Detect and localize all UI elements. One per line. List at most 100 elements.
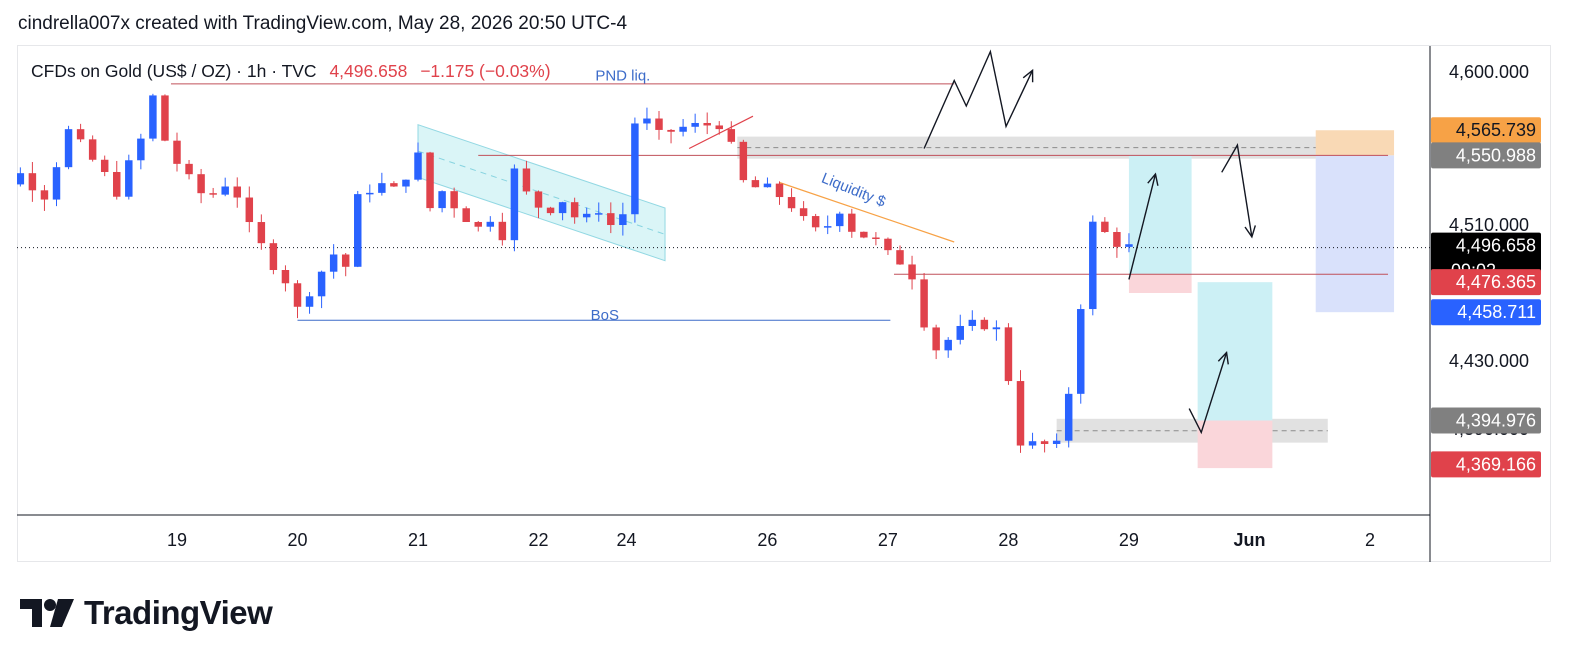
- chart-frame: [17, 45, 1551, 562]
- candle-body: [836, 213, 844, 227]
- price-change: −1.175 (−0.03%): [420, 61, 551, 81]
- price-label-bg-5: [1431, 407, 1541, 434]
- candle-body: [281, 270, 290, 284]
- y-tick-1: 4,510.000: [1449, 215, 1529, 235]
- candle-body: [679, 126, 687, 132]
- price-label-4: 4,458.711: [1457, 302, 1536, 322]
- tradingview-logo[interactable]: TradingView: [20, 594, 273, 632]
- x-tick-1: 19: [167, 530, 187, 550]
- x-tick-2: 20: [287, 530, 307, 550]
- last-price: 4,496.658: [329, 61, 408, 81]
- position-box-2: [1197, 282, 1273, 421]
- candle-body: [582, 213, 591, 218]
- price-label-bg-6: [1431, 451, 1541, 478]
- candle-body: [956, 325, 964, 340]
- candle-body: [245, 197, 254, 223]
- candle-body: [1052, 440, 1061, 444]
- liquidity-trendline: [779, 181, 955, 243]
- candle-body: [1089, 221, 1097, 310]
- candle-body: [317, 271, 326, 297]
- x-tick-5: 24: [616, 530, 636, 550]
- position-box-5: [1315, 130, 1395, 156]
- candle-body: [76, 129, 85, 140]
- candle-body: [848, 213, 856, 232]
- candle-body: [1028, 441, 1037, 446]
- price-label-3: 4,476.365: [1456, 272, 1536, 292]
- candle-body: [860, 231, 868, 238]
- candle-body: [763, 183, 772, 188]
- candle-body: [293, 283, 302, 307]
- x-tick-7: 27: [878, 530, 898, 550]
- candle-body: [221, 186, 229, 195]
- candle-body: [932, 327, 940, 351]
- candle-body: [185, 163, 193, 175]
- x-tick-6: 26: [757, 530, 777, 550]
- candle-body: [1004, 327, 1013, 382]
- candle-body: [233, 186, 241, 198]
- y-tick-2: 4,430.000: [1449, 351, 1529, 371]
- y-tick-0: 4,600.000: [1449, 62, 1529, 82]
- candle-body: [113, 171, 121, 197]
- candle-body: [209, 193, 217, 195]
- candle-body: [17, 173, 25, 185]
- projection-arrow-sell: [1221, 143, 1253, 238]
- tradingview-logo-icon: [20, 599, 74, 627]
- candle-body: [305, 296, 314, 307]
- candle-body: [667, 129, 675, 132]
- price-label-bg-0: [1431, 117, 1541, 144]
- candle-body: [691, 122, 699, 127]
- symbol-legend: CFDs on Gold (US$ / OZ) · 1h · TVC 4,496…: [31, 61, 551, 82]
- candle-body: [980, 319, 989, 330]
- candle-body: [137, 138, 145, 161]
- candle-body: [715, 125, 723, 130]
- candles-layer: [5, 93, 1133, 453]
- candle-body: [173, 140, 181, 164]
- candle-body: [257, 222, 266, 244]
- candle-body: [52, 167, 61, 200]
- candle-body: [510, 168, 519, 241]
- x-tick-9: 29: [1119, 530, 1139, 550]
- small-trendline: [688, 115, 754, 150]
- projection-arrow-bottom: [1188, 352, 1228, 435]
- price-label-6: 4,369.166: [1456, 454, 1536, 474]
- candle-body: [655, 118, 663, 130]
- candle-body: [992, 327, 1001, 330]
- candle-body: [607, 213, 615, 226]
- position-box-1: [1128, 274, 1192, 293]
- candle-body: [751, 180, 760, 188]
- position-box-3: [1197, 420, 1273, 469]
- candle-body: [522, 168, 531, 192]
- candle-body: [197, 174, 205, 194]
- projection-arrow-top: [923, 49, 1034, 149]
- candle-body: [739, 141, 748, 181]
- price-label-bg-1: [1431, 142, 1541, 169]
- position-box-0: [1128, 155, 1192, 275]
- x-tick-8: 28: [998, 530, 1018, 550]
- candle-body: [823, 226, 832, 228]
- candle-body: [872, 237, 880, 240]
- annotation-1: Liquidity $: [819, 170, 889, 211]
- candle-body: [149, 95, 157, 139]
- candle-body: [787, 197, 796, 209]
- price-label-bg-3: [1431, 269, 1541, 296]
- candle-body: [64, 129, 73, 168]
- candle-body: [775, 183, 784, 198]
- price-labels-layer: 4,565.7394,550.9884,496.65809:024,476.36…: [1431, 117, 1541, 478]
- candle-body: [944, 339, 952, 351]
- annotation-0: PND liq.: [595, 68, 650, 85]
- candle-body: [1101, 221, 1109, 233]
- candle-body: [896, 250, 904, 265]
- lines-layer: [17, 83, 1430, 321]
- candle-body: [354, 194, 362, 267]
- candle-body: [28, 173, 37, 191]
- axis-layer: 4,600.0004,510.0004,430.0004,390.0001719…: [17, 46, 1529, 562]
- candle-body: [631, 123, 639, 215]
- x-tick-3: 21: [408, 530, 428, 550]
- candle-body: [703, 122, 711, 126]
- candle-body: [402, 179, 410, 187]
- candle-body: [5, 184, 12, 186]
- candle-body: [269, 243, 278, 271]
- candle-body: [799, 208, 808, 217]
- symbol-name[interactable]: CFDs on Gold (US$ / OZ) · 1h · TVC: [31, 61, 317, 81]
